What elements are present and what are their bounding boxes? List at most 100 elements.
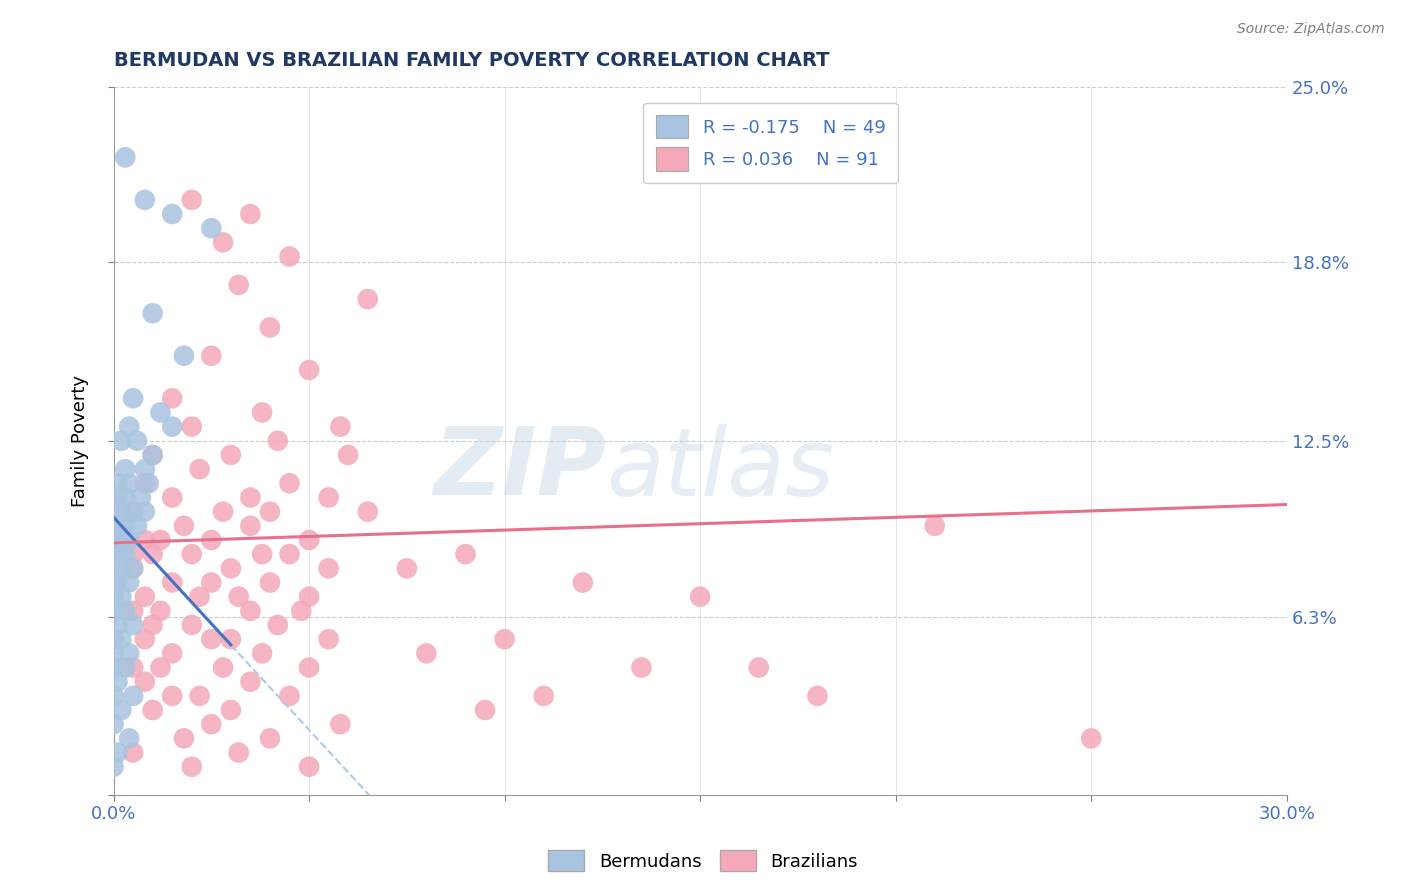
Point (200, 221, 222, 235)
Point (806, 689, 828, 703)
Point (129, 491, 152, 505)
Point (250, 547, 273, 561)
Point (278, 476, 301, 491)
Point (103, 547, 125, 561)
Point (142, 547, 165, 561)
Point (142, 448, 165, 462)
Point (415, 646, 437, 660)
Point (149, 533, 172, 547)
Point (278, 547, 301, 561)
Text: Source: ZipAtlas.com: Source: ZipAtlas.com (1237, 22, 1385, 37)
Point (228, 746, 250, 760)
Point (630, 660, 652, 674)
Point (219, 561, 242, 575)
Point (200, 575, 222, 590)
Point (122, 689, 145, 703)
Point (118, 575, 141, 590)
Point (149, 660, 172, 674)
Point (160, 646, 183, 660)
Point (107, 674, 129, 689)
Point (103, 561, 125, 575)
Point (122, 618, 145, 632)
Point (103, 505, 125, 519)
Point (188, 689, 211, 703)
Point (122, 604, 145, 618)
Point (107, 618, 129, 632)
Point (267, 618, 290, 632)
Point (107, 518, 129, 533)
Point (107, 547, 129, 561)
Point (250, 646, 273, 660)
Point (103, 689, 125, 703)
Point (134, 193, 156, 207)
Point (142, 448, 165, 462)
Point (160, 207, 183, 221)
Point (103, 646, 125, 660)
Point (188, 590, 211, 604)
Point (122, 505, 145, 519)
Point (200, 717, 222, 731)
Point (239, 674, 262, 689)
Point (329, 419, 352, 434)
Point (298, 590, 321, 604)
Point (239, 518, 262, 533)
Point (118, 476, 141, 491)
Point (142, 703, 165, 717)
Point (110, 505, 132, 519)
Point (298, 533, 321, 547)
Point (122, 561, 145, 575)
Point (395, 561, 418, 575)
Y-axis label: Family Poverty: Family Poverty (72, 375, 89, 507)
Point (107, 491, 129, 505)
Point (134, 674, 156, 689)
Legend: Bermudans, Brazilians: Bermudans, Brazilians (541, 843, 865, 879)
Point (125, 434, 148, 448)
Point (239, 491, 262, 505)
Point (134, 590, 156, 604)
Point (173, 518, 195, 533)
Point (118, 533, 141, 547)
Point (250, 405, 273, 419)
Point (110, 632, 132, 647)
Point (107, 575, 129, 590)
Point (103, 590, 125, 604)
Point (318, 491, 340, 505)
Point (118, 419, 141, 434)
Point (103, 604, 125, 618)
Point (200, 632, 222, 647)
Point (110, 533, 132, 547)
Point (103, 575, 125, 590)
Point (149, 405, 172, 419)
Point (114, 150, 136, 164)
Point (114, 547, 136, 561)
Point (134, 505, 156, 519)
Point (200, 349, 222, 363)
Point (278, 689, 301, 703)
Point (689, 590, 711, 604)
Point (122, 505, 145, 519)
Point (454, 547, 477, 561)
Point (533, 689, 555, 703)
Point (1080, 731, 1102, 746)
Point (122, 391, 145, 405)
Point (110, 590, 132, 604)
Point (290, 604, 312, 618)
Point (219, 703, 242, 717)
Point (212, 660, 235, 674)
Point (160, 491, 183, 505)
Point (298, 660, 321, 674)
Point (114, 462, 136, 476)
Point (103, 632, 125, 647)
Point (134, 476, 156, 491)
Point (228, 590, 250, 604)
Point (103, 760, 125, 774)
Point (160, 689, 183, 703)
Point (160, 575, 183, 590)
Point (748, 660, 770, 674)
Point (924, 518, 946, 533)
Text: atlas: atlas (606, 424, 835, 515)
Point (149, 604, 172, 618)
Point (259, 320, 281, 334)
Text: BERMUDAN VS BRAZILIAN FAMILY POVERTY CORRELATION CHART: BERMUDAN VS BRAZILIAN FAMILY POVERTY COR… (114, 51, 830, 70)
Point (572, 575, 595, 590)
